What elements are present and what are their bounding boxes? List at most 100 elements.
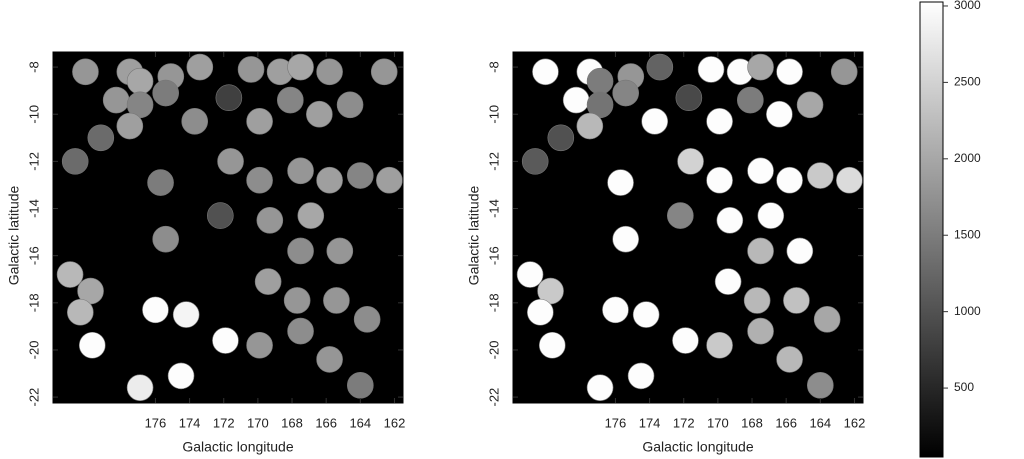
sky-field bbox=[126, 67, 154, 95]
sky-field bbox=[287, 157, 314, 185]
colorbar-tick-label: 1000 bbox=[954, 304, 981, 318]
sky-field bbox=[747, 53, 774, 81]
sky-field bbox=[714, 268, 742, 295]
x-tick-label: 164 bbox=[349, 415, 371, 430]
sky-field bbox=[277, 86, 304, 114]
y-tick-label: -10 bbox=[486, 105, 501, 124]
sky-field bbox=[516, 261, 544, 288]
y-tick-label: -16 bbox=[26, 246, 41, 265]
plot-area bbox=[512, 51, 864, 404]
x-tick-label: 170 bbox=[707, 415, 729, 430]
sky-field bbox=[246, 331, 273, 359]
sky-field bbox=[675, 84, 703, 112]
y-tick-label: -22 bbox=[26, 388, 41, 407]
sky-field bbox=[672, 327, 699, 354]
sky-field bbox=[326, 237, 354, 265]
y-tick-label: -12 bbox=[26, 152, 41, 171]
sky-field bbox=[677, 148, 704, 175]
sky-field bbox=[786, 237, 814, 265]
sky-field bbox=[602, 296, 629, 324]
sky-field bbox=[167, 362, 195, 390]
sky-field bbox=[87, 124, 115, 152]
sky-field bbox=[646, 53, 674, 81]
sky-field bbox=[612, 225, 639, 253]
sky-field bbox=[706, 108, 733, 135]
plot-frame bbox=[512, 51, 864, 404]
sky-field bbox=[807, 162, 834, 189]
colorbar-tick-label: 2000 bbox=[954, 151, 981, 165]
sky-field bbox=[607, 169, 634, 196]
plot-frame bbox=[52, 51, 404, 404]
sky-field bbox=[181, 108, 209, 135]
y-tick-label: -22 bbox=[486, 388, 501, 407]
sky-field bbox=[547, 124, 575, 152]
sky-field bbox=[186, 53, 214, 81]
y-tick-label: -16 bbox=[486, 246, 501, 265]
x-tick-label: 176 bbox=[605, 415, 627, 430]
sky-field bbox=[667, 202, 694, 229]
sky-field bbox=[152, 79, 179, 107]
sky-field bbox=[776, 346, 803, 373]
sky-field bbox=[521, 148, 549, 175]
sky-field bbox=[323, 287, 350, 314]
x-axis-label: Galactic longitude bbox=[642, 439, 754, 455]
sky-field bbox=[747, 157, 774, 185]
sky-field bbox=[316, 166, 343, 194]
x-tick-label: 174 bbox=[639, 415, 661, 430]
sky-field bbox=[697, 56, 725, 83]
y-tick-label: -8 bbox=[486, 61, 501, 73]
sky-field bbox=[142, 296, 169, 324]
sky-field bbox=[737, 86, 764, 114]
sky-field bbox=[527, 298, 554, 326]
sky-field bbox=[743, 287, 771, 314]
sky-field bbox=[126, 374, 154, 401]
y-tick-label: -18 bbox=[26, 293, 41, 312]
sky-field bbox=[72, 58, 99, 86]
y-axis-label: Galactic latitude bbox=[6, 185, 22, 285]
sky-field bbox=[56, 261, 84, 288]
sky-field bbox=[813, 306, 841, 333]
sky-field bbox=[370, 58, 398, 86]
y-tick-label: -20 bbox=[26, 341, 41, 360]
sky-field bbox=[306, 100, 333, 128]
sky-field bbox=[632, 301, 660, 328]
sky-field bbox=[586, 374, 614, 401]
sky-field bbox=[147, 169, 174, 196]
sky-field bbox=[757, 202, 785, 229]
sky-field bbox=[562, 86, 590, 114]
sky-field bbox=[347, 162, 374, 189]
colorbar-tick-label: 500 bbox=[954, 380, 974, 394]
x-tick-label: 166 bbox=[315, 415, 337, 430]
y-tick-label: -14 bbox=[26, 199, 41, 218]
sky-field bbox=[61, 148, 89, 175]
x-tick-label: 174 bbox=[179, 415, 201, 430]
y-axis-label: Galactic latitude bbox=[466, 185, 482, 285]
sky-field bbox=[576, 112, 604, 140]
sky-field bbox=[246, 108, 273, 135]
sky-field bbox=[830, 58, 858, 86]
sky-field bbox=[287, 53, 314, 81]
sky-field bbox=[627, 362, 655, 390]
sky-field bbox=[152, 225, 179, 253]
sky-field bbox=[78, 331, 106, 359]
x-tick-label: 164 bbox=[809, 415, 831, 430]
sky-field bbox=[747, 317, 774, 345]
colorbar-tick-label: 1500 bbox=[954, 227, 981, 241]
sky-field bbox=[641, 108, 669, 135]
sky-field bbox=[287, 237, 314, 265]
x-tick-label: 172 bbox=[213, 415, 235, 430]
y-tick-label: -18 bbox=[486, 293, 501, 312]
x-tick-label: 172 bbox=[673, 415, 695, 430]
sky-field bbox=[207, 202, 234, 229]
colorbar-tick-label: 2500 bbox=[954, 75, 981, 89]
sky-field bbox=[796, 91, 824, 119]
sky-field bbox=[766, 100, 793, 128]
sky-field bbox=[256, 207, 284, 234]
sky-field bbox=[172, 301, 200, 328]
colorbar-tick-label: 3000 bbox=[954, 0, 981, 12]
sky-field bbox=[297, 202, 325, 229]
sky-field bbox=[706, 166, 733, 194]
sky-field bbox=[776, 166, 803, 194]
fields bbox=[56, 53, 403, 401]
